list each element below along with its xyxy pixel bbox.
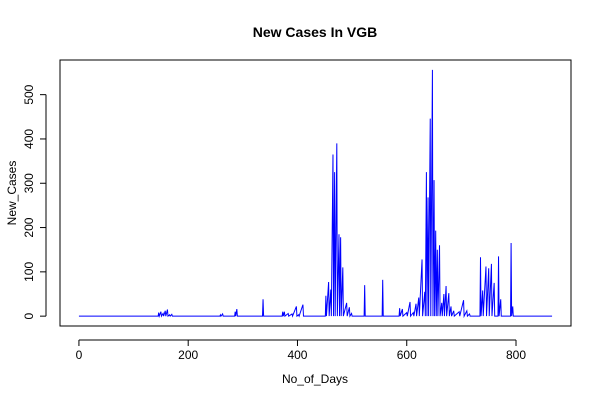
x-tick-label: 0 bbox=[76, 348, 83, 362]
x-tick-label: 800 bbox=[506, 348, 526, 362]
x-axis-title: No_of_Days bbox=[282, 372, 348, 386]
y-axis: 0 100 200 300 400 500 bbox=[22, 84, 47, 319]
y-tick-label: 300 bbox=[22, 173, 36, 193]
y-tick-label: 500 bbox=[22, 84, 36, 104]
x-axis: 0 200 400 600 800 bbox=[76, 339, 526, 362]
y-tick-label: 100 bbox=[22, 262, 36, 282]
plot-area-frame bbox=[59, 59, 572, 327]
series-layer bbox=[78, 69, 553, 319]
series-line-0 bbox=[78, 69, 553, 319]
x-tick-label: 200 bbox=[178, 348, 198, 362]
x-tick-label: 600 bbox=[397, 348, 417, 362]
y-tick-label: 200 bbox=[22, 217, 36, 237]
y-tick-label: 0 bbox=[22, 312, 36, 319]
chart-title: New Cases In VGB bbox=[253, 24, 378, 40]
y-axis-title: New_Cases bbox=[5, 161, 19, 226]
x-tick-label: 400 bbox=[287, 348, 307, 362]
y-tick-label: 400 bbox=[22, 129, 36, 149]
